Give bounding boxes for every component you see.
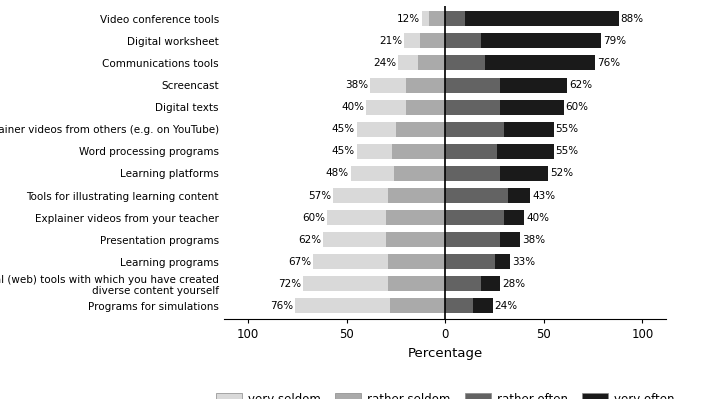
Bar [445,100,500,115]
Bar [445,55,484,71]
Text: 12%: 12% [397,14,420,24]
Bar [350,166,394,181]
Text: 76%: 76% [597,58,620,68]
Text: 38%: 38% [345,80,369,90]
Text: 21%: 21% [379,36,402,46]
Bar [445,77,500,93]
Text: 55%: 55% [556,124,578,134]
Bar [404,34,420,48]
Bar [392,144,445,159]
Bar [445,188,508,203]
Bar [445,166,500,181]
Text: 28%: 28% [502,279,526,289]
Bar [445,298,473,314]
Bar [481,277,500,291]
Bar [323,232,386,247]
Bar [497,144,554,159]
Text: 43%: 43% [532,190,555,201]
Bar [445,144,497,159]
Bar [313,254,388,269]
Bar [445,210,505,225]
Bar [500,77,568,93]
Text: 88%: 88% [620,14,644,24]
Bar [394,166,445,181]
Text: 76%: 76% [270,301,293,311]
Bar [420,34,445,48]
Bar [445,277,481,291]
X-axis label: Percentage: Percentage [408,347,483,360]
Bar [481,34,601,48]
Bar [396,122,445,137]
Bar [445,122,505,137]
Bar [386,210,445,225]
Bar [484,55,595,71]
Legend: very seldom, rather seldom, rather often, very often: very seldom, rather seldom, rather often… [211,388,679,399]
Bar [398,55,418,71]
Text: 55%: 55% [556,146,578,156]
Bar [333,188,388,203]
Bar [421,11,429,26]
Bar [500,100,563,115]
Text: 60%: 60% [302,213,325,223]
Bar [356,122,396,137]
Text: 62%: 62% [298,235,321,245]
Bar [303,277,388,291]
Text: 24%: 24% [373,58,396,68]
Text: 38%: 38% [522,235,545,245]
Text: 40%: 40% [526,213,549,223]
Bar [388,277,445,291]
Bar [473,298,492,314]
Bar [500,232,520,247]
Text: 24%: 24% [494,301,518,311]
Bar [388,254,445,269]
Bar [371,77,406,93]
Bar [356,144,392,159]
Text: 57%: 57% [308,190,331,201]
Bar [406,77,445,93]
Text: 52%: 52% [550,168,573,178]
Text: 40%: 40% [342,102,364,112]
Bar [429,11,445,26]
Text: 72%: 72% [278,279,301,289]
Bar [445,11,465,26]
Bar [366,100,406,115]
Bar [390,298,445,314]
Bar [465,11,619,26]
Text: 48%: 48% [326,168,349,178]
Bar [445,254,494,269]
Bar [494,254,510,269]
Bar [388,188,445,203]
Bar [505,210,524,225]
Bar [386,232,445,247]
Bar [500,166,548,181]
Text: 45%: 45% [332,146,355,156]
Bar [508,188,530,203]
Bar [327,210,386,225]
Text: 45%: 45% [332,124,355,134]
Bar [295,298,390,314]
Bar [445,232,500,247]
Bar [406,100,445,115]
Bar [445,34,481,48]
Text: 79%: 79% [603,36,626,46]
Text: 60%: 60% [565,102,589,112]
Bar [505,122,554,137]
Bar [418,55,445,71]
Text: 62%: 62% [570,80,593,90]
Text: 67%: 67% [288,257,311,267]
Text: 33%: 33% [513,257,536,267]
